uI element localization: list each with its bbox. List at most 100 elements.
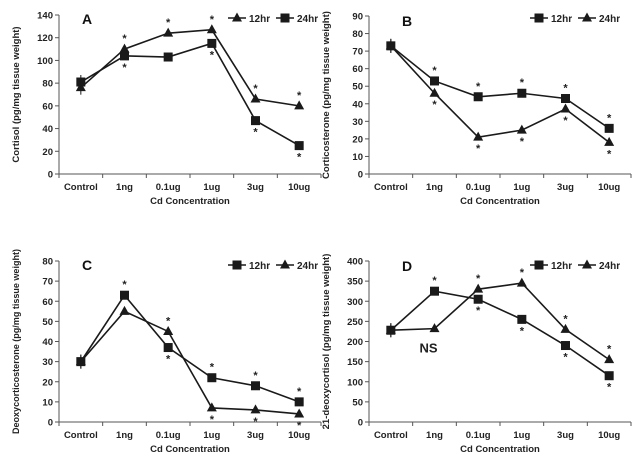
panel-c: 0 10 20 30 40 50 60 70 80 Control 1ng 0.1ug 1ug 3ug 10… [11, 249, 322, 455]
x-tick-label: 10ug [288, 430, 310, 441]
significance-marker: * [297, 90, 302, 102]
y-tick-label: 10 [352, 152, 363, 163]
panel-d: 0 50 100 150 200 250 300 350 400 Control 1ng 0.1ug 1… [321, 254, 632, 455]
legend-marker [534, 260, 544, 270]
legend-marker [582, 259, 592, 269]
data-point-24hr [516, 277, 527, 287]
y-tick-label: 300 [347, 297, 363, 308]
data-point-12hr [561, 341, 570, 351]
y-tick-label: 70 [42, 277, 53, 288]
x-tick-label: 10ug [598, 182, 620, 193]
significance-marker: * [563, 313, 568, 325]
y-tick-label: 400 [347, 257, 363, 268]
y-tick-label: 0 [48, 170, 53, 181]
data-point-24hr [163, 52, 173, 62]
significance-marker: * [297, 420, 302, 432]
data-point-12hr [604, 123, 614, 133]
y-tick-label: 50 [352, 82, 363, 93]
y-tick-label: 200 [347, 337, 363, 348]
legend-label: 24hr [599, 14, 620, 25]
significance-marker: * [122, 33, 127, 45]
significance-marker: * [166, 315, 171, 327]
panel-letter: D [402, 258, 412, 274]
y-tick-label: 80 [42, 257, 53, 268]
significance-marker: * [476, 273, 481, 285]
significance-marker: * [563, 115, 568, 127]
data-point-12hr [604, 371, 614, 381]
y-tick-label: 70 [352, 47, 363, 58]
y-tick-label: 40 [42, 337, 53, 348]
data-point-12hr [517, 314, 527, 324]
legend-label: 12hr [551, 261, 572, 272]
x-axis-title: Cd Concentration [150, 444, 230, 455]
data-point-12hr [473, 92, 483, 102]
significance-marker: * [253, 127, 258, 139]
significance-marker: * [210, 362, 215, 374]
data-point-12hr [473, 294, 483, 304]
significance-marker: * [563, 83, 568, 95]
significance-marker: * [607, 112, 612, 124]
data-point-24hr [120, 51, 129, 61]
significance-marker: * [476, 143, 481, 155]
data-point-24hr [206, 402, 217, 412]
y-tick-label: 0 [358, 170, 363, 181]
significance-marker: * [563, 352, 568, 364]
y-tick-label: 30 [42, 357, 53, 368]
x-tick-label: 1ng [426, 430, 443, 441]
legend-marker [582, 12, 592, 22]
data-point-24hr [429, 323, 440, 333]
data-point-12hr [207, 373, 217, 383]
y-tick-label: 350 [347, 277, 363, 288]
significance-marker: * [253, 83, 258, 95]
series-line-24hr [80, 310, 300, 415]
panel-b: 0 10 20 30 40 50 60 70 80 90 Control 1ng 0.1ug 1ug 3ug… [321, 11, 632, 207]
x-tick-label: 10ug [598, 430, 620, 441]
significance-marker: * [122, 279, 127, 291]
legend-marker [280, 13, 290, 23]
legend-marker [232, 12, 242, 22]
series-line-12hr [390, 290, 610, 377]
y-tick-label: 80 [352, 29, 363, 40]
legend-label: 24hr [297, 14, 318, 25]
x-tick-label: 0.1ug [156, 430, 181, 441]
data-point-24hr [604, 136, 615, 146]
data-point-12hr [250, 93, 261, 103]
y-tick-label: 120 [37, 33, 53, 44]
panel-letter: C [82, 257, 92, 273]
x-tick-label: 1ug [203, 182, 220, 193]
series-line-12hr [80, 293, 300, 403]
data-point-12hr [120, 290, 129, 300]
data-point-12hr [251, 381, 260, 391]
panel-letter: B [402, 13, 412, 29]
data-point-24hr [119, 305, 130, 315]
series-line-24hr [390, 45, 610, 144]
data-point-12hr [206, 24, 217, 34]
data-point-24hr [251, 116, 260, 126]
x-tick-label: 3ug [557, 430, 574, 441]
data-point-24hr [560, 103, 571, 113]
x-axis-title: Cd Concentration [150, 196, 230, 207]
significance-marker: * [166, 17, 171, 29]
data-point-24hr [294, 408, 305, 418]
legend-marker [280, 259, 290, 269]
y-tick-label: 150 [347, 357, 363, 368]
panel-letter: A [82, 11, 92, 27]
x-tick-label: 0.1ug [466, 430, 491, 441]
y-tick-label: 40 [42, 124, 53, 135]
significance-marker: * [607, 148, 612, 160]
significance-marker: * [253, 370, 258, 382]
x-tick-label: Control [64, 182, 98, 193]
y-tick-label: 140 [37, 11, 53, 22]
data-point-24hr [163, 325, 174, 335]
series-line-12hr [390, 45, 610, 130]
y-tick-label: 60 [42, 101, 53, 112]
y-tick-label: 20 [352, 134, 363, 145]
x-tick-label: 3ug [247, 430, 264, 441]
significance-marker: * [297, 386, 302, 398]
data-point-24hr [473, 283, 484, 293]
y-tick-label: 50 [352, 397, 363, 408]
x-tick-label: 1ug [513, 182, 530, 193]
x-tick-label: Control [374, 430, 408, 441]
legend-label: 24hr [599, 261, 620, 272]
